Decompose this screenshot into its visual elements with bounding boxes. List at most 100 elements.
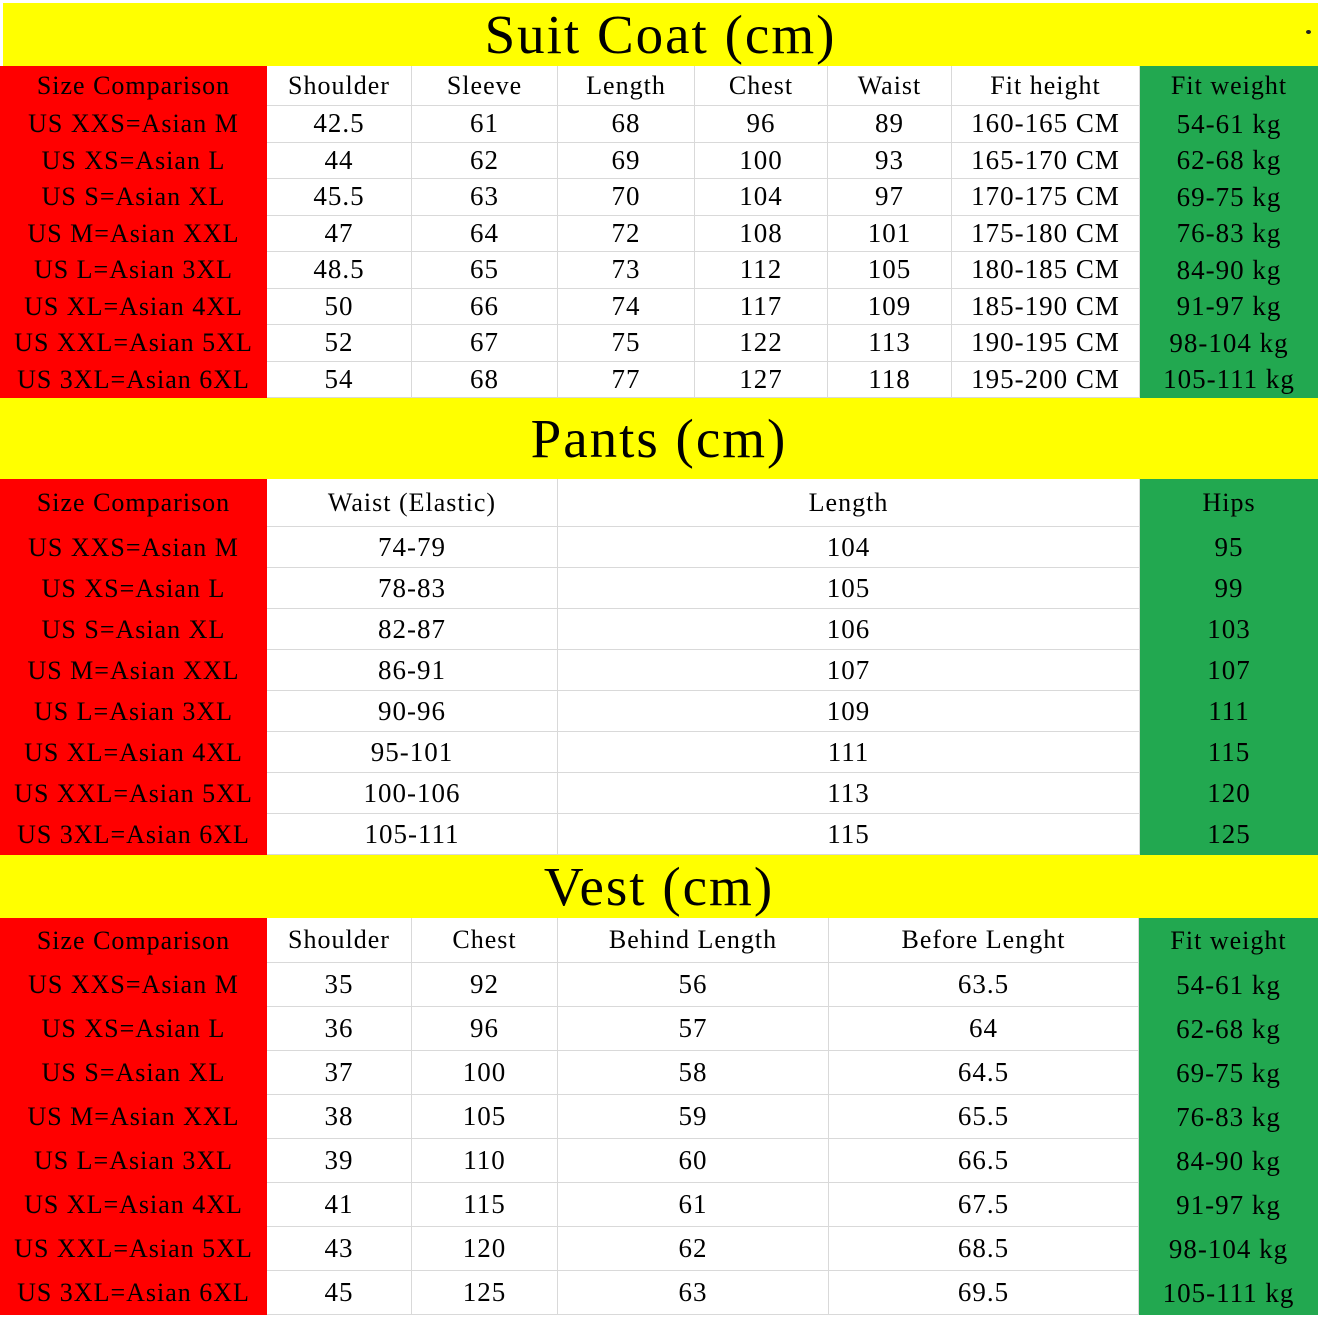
size-label-cell: US XXL=Asian 5XL <box>0 773 267 814</box>
col-header-sleeve: Sleeve <box>412 66 558 106</box>
size-label-cell: US L=Asian 3XL <box>0 1139 267 1183</box>
value-cell: 101 <box>828 215 952 252</box>
value-cell: 104 <box>558 527 1140 568</box>
value-cell: 105-111 kg <box>1140 361 1318 398</box>
value-cell: 105 <box>828 252 952 289</box>
value-cell: 95 <box>1140 527 1318 568</box>
value-cell: 54 <box>267 361 412 398</box>
value-cell: 125 <box>1140 814 1318 855</box>
value-cell: 72 <box>558 215 695 252</box>
value-cell: 100-106 <box>267 773 558 814</box>
value-cell: 112 <box>695 252 828 289</box>
value-cell: 82-87 <box>267 609 558 650</box>
value-cell: 62 <box>558 1227 829 1271</box>
value-cell: 65 <box>412 252 558 289</box>
section-suit-coat: Suit Coat (cm) Size Comparison Shoulder Sl… <box>0 0 1318 398</box>
vest-table: Size Comparison Shoulder Chest Behind Lengt… <box>0 918 1318 1315</box>
value-cell: 97 <box>828 179 952 216</box>
value-cell: 115 <box>412 1183 558 1227</box>
size-label-cell: US L=Asian 3XL <box>0 691 267 732</box>
value-cell: 113 <box>558 773 1140 814</box>
size-label-cell: US M=Asian XXL <box>0 650 267 691</box>
value-cell: 63 <box>412 179 558 216</box>
value-cell: 165-170 CM <box>952 142 1140 179</box>
value-cell: 62-68 kg <box>1139 1007 1318 1051</box>
value-cell: 104 <box>695 179 828 216</box>
value-cell: 95-101 <box>267 732 558 773</box>
value-cell: 86-91 <box>267 650 558 691</box>
pants-table: Size Comparison Waist (Elastic) Length Hips… <box>0 479 1318 855</box>
value-cell: 170-175 CM <box>952 179 1140 216</box>
value-cell: 100 <box>412 1051 558 1095</box>
value-cell: 127 <box>695 361 828 398</box>
value-cell: 45 <box>267 1271 412 1315</box>
size-label-cell: US S=Asian XL <box>0 179 267 216</box>
value-cell: 68 <box>412 361 558 398</box>
value-cell: 69-75 kg <box>1140 179 1318 216</box>
value-cell: 44 <box>267 142 412 179</box>
section-pants: Pants (cm) Size Comparison Waist (Elastic… <box>0 398 1318 855</box>
col-header-fit-weight: Fit weight <box>1140 66 1318 106</box>
value-cell: 175-180 CM <box>952 215 1140 252</box>
value-cell: 39 <box>267 1139 412 1183</box>
value-cell: 35 <box>267 963 412 1007</box>
value-cell: 84-90 kg <box>1139 1139 1318 1183</box>
section-title-vest: Vest (cm) <box>543 856 775 917</box>
value-cell: 63 <box>558 1271 829 1315</box>
value-cell: 190-195 CM <box>952 325 1140 362</box>
value-cell: 84-90 kg <box>1140 252 1318 289</box>
col-header-waist: Waist <box>828 66 952 106</box>
value-cell: 125 <box>412 1271 558 1315</box>
value-cell: 96 <box>412 1007 558 1051</box>
value-cell: 180-185 CM <box>952 252 1140 289</box>
col-header-before-lenght: Before Lenght <box>829 918 1139 963</box>
size-label-cell: US XXS=Asian M <box>0 106 267 143</box>
value-cell: 90-96 <box>267 691 558 732</box>
value-cell: 91-97 kg <box>1139 1183 1318 1227</box>
size-label-cell: US XL=Asian 4XL <box>0 1183 267 1227</box>
title-band-pants: Pants (cm) <box>0 398 1318 479</box>
size-label-cell: US XL=Asian 4XL <box>0 732 267 773</box>
size-label-cell: US 3XL=Asian 6XL <box>0 814 267 855</box>
value-cell: 75 <box>558 325 695 362</box>
col-header-hips: Hips <box>1140 479 1318 527</box>
value-cell: 62 <box>412 142 558 179</box>
col-header-length: Length <box>558 66 695 106</box>
value-cell: 63.5 <box>829 963 1139 1007</box>
value-cell: 91-97 kg <box>1140 288 1318 325</box>
value-cell: 73 <box>558 252 695 289</box>
value-cell: 50 <box>267 288 412 325</box>
value-cell: 108 <box>695 215 828 252</box>
value-cell: 100 <box>695 142 828 179</box>
col-header-size-comparison: Size Comparison <box>0 918 267 963</box>
value-cell: 115 <box>1140 732 1318 773</box>
value-cell: 52 <box>267 325 412 362</box>
size-label-cell: US M=Asian XXL <box>0 1095 267 1139</box>
value-cell: 66.5 <box>829 1139 1139 1183</box>
col-header-shoulder: Shoulder <box>267 66 412 106</box>
col-header-size-comparison: Size Comparison <box>0 66 267 106</box>
size-label-cell: US XS=Asian L <box>0 1007 267 1051</box>
value-cell: 68.5 <box>829 1227 1139 1271</box>
size-label-cell: US 3XL=Asian 6XL <box>0 1271 267 1315</box>
value-cell: 120 <box>412 1227 558 1271</box>
value-cell: 66 <box>412 288 558 325</box>
size-label-cell: US XXS=Asian M <box>0 963 267 1007</box>
value-cell: 92 <box>412 963 558 1007</box>
value-cell: 106 <box>558 609 1140 650</box>
value-cell: 115 <box>558 814 1140 855</box>
value-cell: 62-68 kg <box>1140 142 1318 179</box>
value-cell: 74-79 <box>267 527 558 568</box>
section-title-pants: Pants (cm) <box>530 408 788 469</box>
section-title-suit-coat: Suit Coat (cm) <box>484 4 837 65</box>
size-label-cell: US S=Asian XL <box>0 609 267 650</box>
value-cell: 54-61 kg <box>1139 963 1318 1007</box>
size-label-cell: US XL=Asian 4XL <box>0 288 267 325</box>
value-cell: 195-200 CM <box>952 361 1140 398</box>
value-cell: 111 <box>1140 691 1318 732</box>
value-cell: 107 <box>558 650 1140 691</box>
col-header-chest: Chest <box>695 66 828 106</box>
value-cell: 70 <box>558 179 695 216</box>
value-cell: 57 <box>558 1007 829 1051</box>
